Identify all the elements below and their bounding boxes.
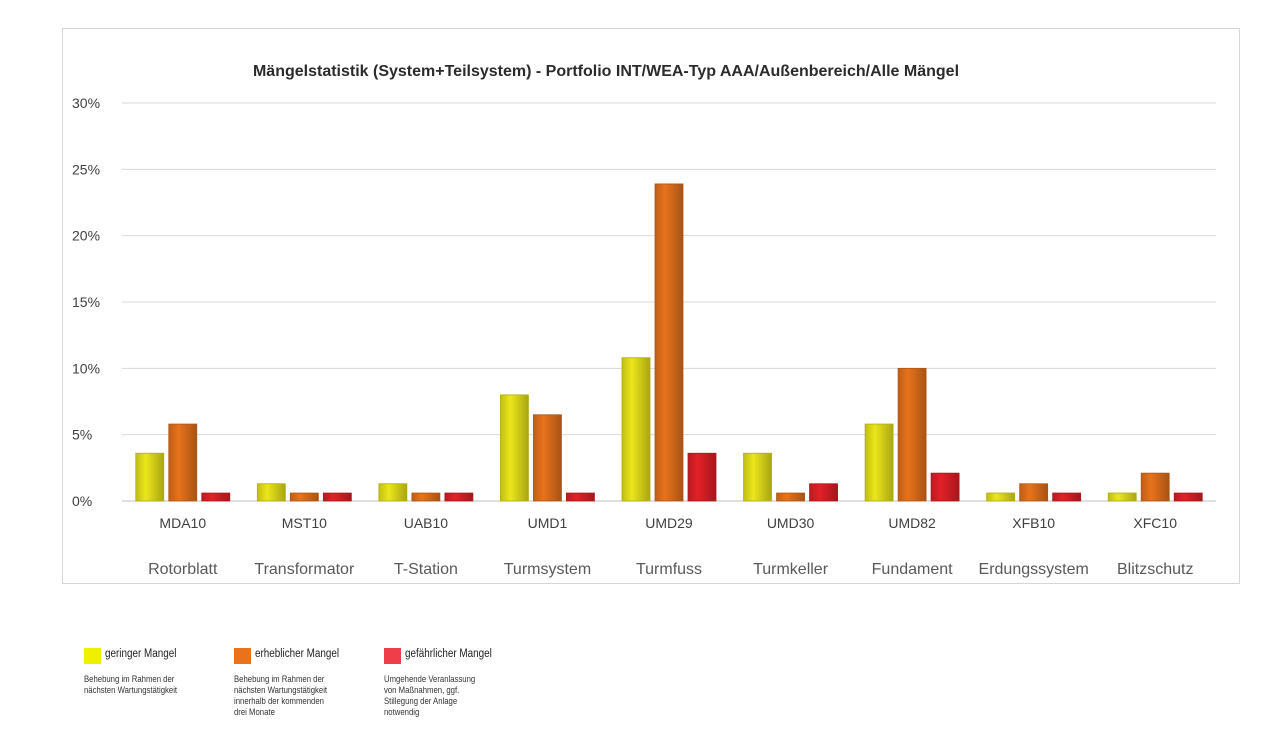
legend-label-geringer: geringer Mangel [105, 648, 177, 660]
x-tick-code: UAB10 [404, 515, 449, 531]
bar-mst10-2 [322, 492, 352, 502]
x-tick-category: Turmkeller [753, 561, 829, 578]
bar-uab10-1 [411, 492, 441, 502]
x-tick-code: XFC10 [1133, 515, 1177, 531]
bar-umd30-1 [776, 492, 805, 502]
bar-xfb10-0 [986, 492, 1016, 502]
bar-uab10-2 [444, 492, 474, 502]
x-tick-code: XFB10 [1012, 515, 1055, 531]
x-tick-category: T-Station [394, 561, 458, 578]
x-tick-code: UMD30 [767, 515, 815, 531]
bar-umd1-2 [566, 492, 595, 502]
y-tick-label: 25% [72, 161, 100, 177]
bar-umd82-0 [864, 423, 894, 502]
bar-xfc10-1 [1140, 472, 1170, 502]
bar-mda10-1 [168, 423, 198, 502]
x-tick-category: Transformator [254, 561, 355, 578]
bar-xfb10-1 [1019, 483, 1049, 502]
x-tick-category: Turmfuss [636, 561, 702, 578]
legend-swatch-erheblicher [234, 648, 251, 664]
legend-desc-geringer: Behebung im Rahmen der nächsten Wartungs… [84, 674, 178, 695]
legend-label-erheblicher: erheblicher Mangel [255, 648, 340, 660]
bar-xfc10-2 [1173, 492, 1203, 502]
bar-xfc10-0 [1107, 492, 1137, 502]
legend-swatch-gefaehrlicher [384, 648, 401, 664]
bar-umd30-0 [743, 452, 772, 502]
bar-mst10-0 [256, 483, 286, 502]
y-tick-label: 20% [72, 228, 100, 244]
legend-desc-erheblicher: Behebung im Rahmen der nächsten Wartungs… [234, 674, 328, 717]
legend-swatch-geringer [84, 648, 101, 664]
y-tick-label: 0% [72, 493, 92, 509]
y-tick-label: 15% [72, 294, 100, 310]
x-tick-category: Erdungssystem [979, 561, 1089, 578]
bar-xfb10-2 [1052, 492, 1082, 502]
bar-mda10-0 [135, 452, 165, 502]
y-tick-label: 10% [72, 360, 100, 376]
x-tick-category: Turmsystem [504, 561, 591, 578]
bar-mst10-1 [289, 492, 319, 502]
x-tick-code: UMD1 [528, 515, 568, 531]
x-tick-code: UMD82 [888, 515, 936, 531]
bar-mda10-2 [201, 492, 231, 502]
x-tick-code: MDA10 [159, 515, 206, 531]
x-tick-category: Blitzschutz [1117, 561, 1193, 578]
bar-umd82-2 [930, 472, 960, 502]
legend-desc-gefaehrlicher: Umgehende Veranlassung von Maßnahmen, gg… [384, 674, 476, 717]
bar-umd1-1 [533, 414, 562, 502]
bar-umd29-1 [654, 183, 684, 502]
bar-umd29-0 [621, 357, 651, 502]
bar-umd30-2 [809, 483, 838, 502]
bar-uab10-0 [378, 483, 408, 502]
chart-title: Mängelstatistik (System+Teilsystem) - Po… [253, 63, 959, 80]
bar-umd82-1 [897, 367, 927, 502]
y-tick-label: 5% [72, 427, 92, 443]
y-tick-label: 30% [72, 95, 100, 111]
bar-umd1-0 [500, 394, 529, 502]
x-tick-code: UMD29 [645, 515, 693, 531]
x-tick-code: MST10 [282, 515, 327, 531]
bar-chart: Mängelstatistik (System+Teilsystem) - Po… [72, 63, 1216, 578]
x-tick-category: Rotorblatt [148, 561, 218, 578]
x-tick-category: Fundament [872, 561, 953, 578]
legend-label-gefaehrlicher: gefährlicher Mangel [405, 648, 492, 660]
bar-umd29-2 [687, 452, 717, 502]
